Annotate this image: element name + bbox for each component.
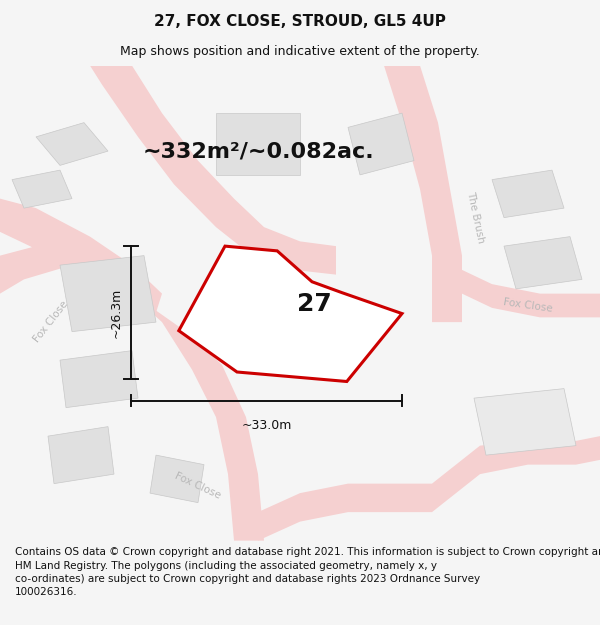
Polygon shape xyxy=(150,455,204,503)
Polygon shape xyxy=(179,246,402,381)
Text: Fox Close: Fox Close xyxy=(503,297,553,314)
Polygon shape xyxy=(504,237,582,289)
Polygon shape xyxy=(432,436,600,512)
Polygon shape xyxy=(0,199,162,312)
Polygon shape xyxy=(216,113,300,175)
Text: ~26.3m: ~26.3m xyxy=(109,288,122,338)
Polygon shape xyxy=(258,484,432,541)
Polygon shape xyxy=(348,113,414,175)
Polygon shape xyxy=(384,66,462,322)
Text: Fox Close: Fox Close xyxy=(173,471,223,501)
Text: ~332m²/~0.082ac.: ~332m²/~0.082ac. xyxy=(142,141,374,161)
Text: Map shows position and indicative extent of the property.: Map shows position and indicative extent… xyxy=(120,44,480,58)
Text: 27: 27 xyxy=(297,292,331,316)
Polygon shape xyxy=(90,66,336,274)
Text: Contains OS data © Crown copyright and database right 2021. This information is : Contains OS data © Crown copyright and d… xyxy=(15,548,600,597)
Polygon shape xyxy=(48,427,114,484)
Text: ~33.0m: ~33.0m xyxy=(241,419,292,431)
Text: 27, FOX CLOSE, STROUD, GL5 4UP: 27, FOX CLOSE, STROUD, GL5 4UP xyxy=(154,14,446,29)
Polygon shape xyxy=(12,170,72,208)
Polygon shape xyxy=(462,270,600,318)
Text: The Brush: The Brush xyxy=(465,191,485,244)
Polygon shape xyxy=(36,122,108,166)
Polygon shape xyxy=(492,170,564,217)
Polygon shape xyxy=(0,246,264,541)
Polygon shape xyxy=(60,256,156,332)
Text: Fox Close: Fox Close xyxy=(32,299,70,345)
Polygon shape xyxy=(60,351,138,408)
Polygon shape xyxy=(474,389,576,455)
